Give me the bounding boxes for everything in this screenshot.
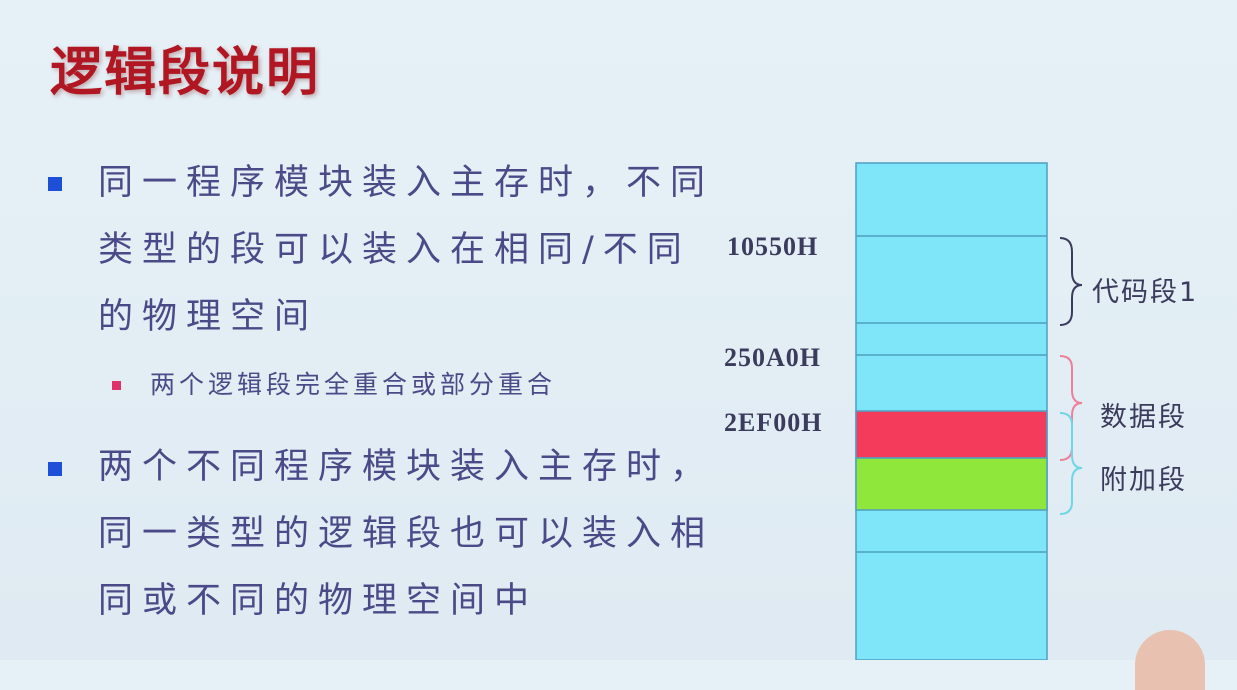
label-data-segment: 数据段 xyxy=(1100,402,1187,433)
bullet-2-line-2: 同一类型的逻辑段也可以装入相 xyxy=(98,514,715,554)
slide-title: 逻辑段说明 xyxy=(50,43,321,103)
sub-bullet-marker xyxy=(112,381,121,390)
address-10550h: 10550H xyxy=(727,232,819,261)
bullet-1-line-1: 同一程序模块装入主存时，不同 xyxy=(98,163,715,203)
bullet-marker xyxy=(48,177,62,191)
data-extra-overlap-red xyxy=(855,410,1048,459)
extra-segment-green xyxy=(855,457,1048,511)
code-segment-brace xyxy=(1059,237,1083,326)
address-2ef00h: 2EF00H xyxy=(724,408,823,437)
memory-diagram xyxy=(855,162,1083,660)
bullet-2-line-1: 两个不同程序模块装入主存时， xyxy=(98,447,715,487)
bullet-1-line-2: 类型的段可以装入在相同/不同 xyxy=(98,230,691,270)
bullet-marker xyxy=(48,462,62,476)
bullet-1-text: 同一程序模块装入主存时，不同 类型的段可以装入在相同/不同 的物理空间 xyxy=(98,150,718,351)
label-code-segment: 代码段1 xyxy=(1092,277,1199,308)
bullet-2-text: 两个不同程序模块装入主存时， 同一类型的逻辑段也可以装入相 同或不同的物理空间中 xyxy=(98,434,718,635)
bullet-1-line-3: 的物理空间 xyxy=(98,297,319,337)
label-extra-segment: 附加段 xyxy=(1100,465,1187,496)
bullet-1-sub-text: 两个逻辑段完全重合或部分重合 xyxy=(150,370,557,399)
address-250a0h: 250A0H xyxy=(724,343,821,372)
bullet-2-line-3: 同或不同的物理空间中 xyxy=(98,581,539,621)
extra-segment-brace xyxy=(1059,412,1083,515)
